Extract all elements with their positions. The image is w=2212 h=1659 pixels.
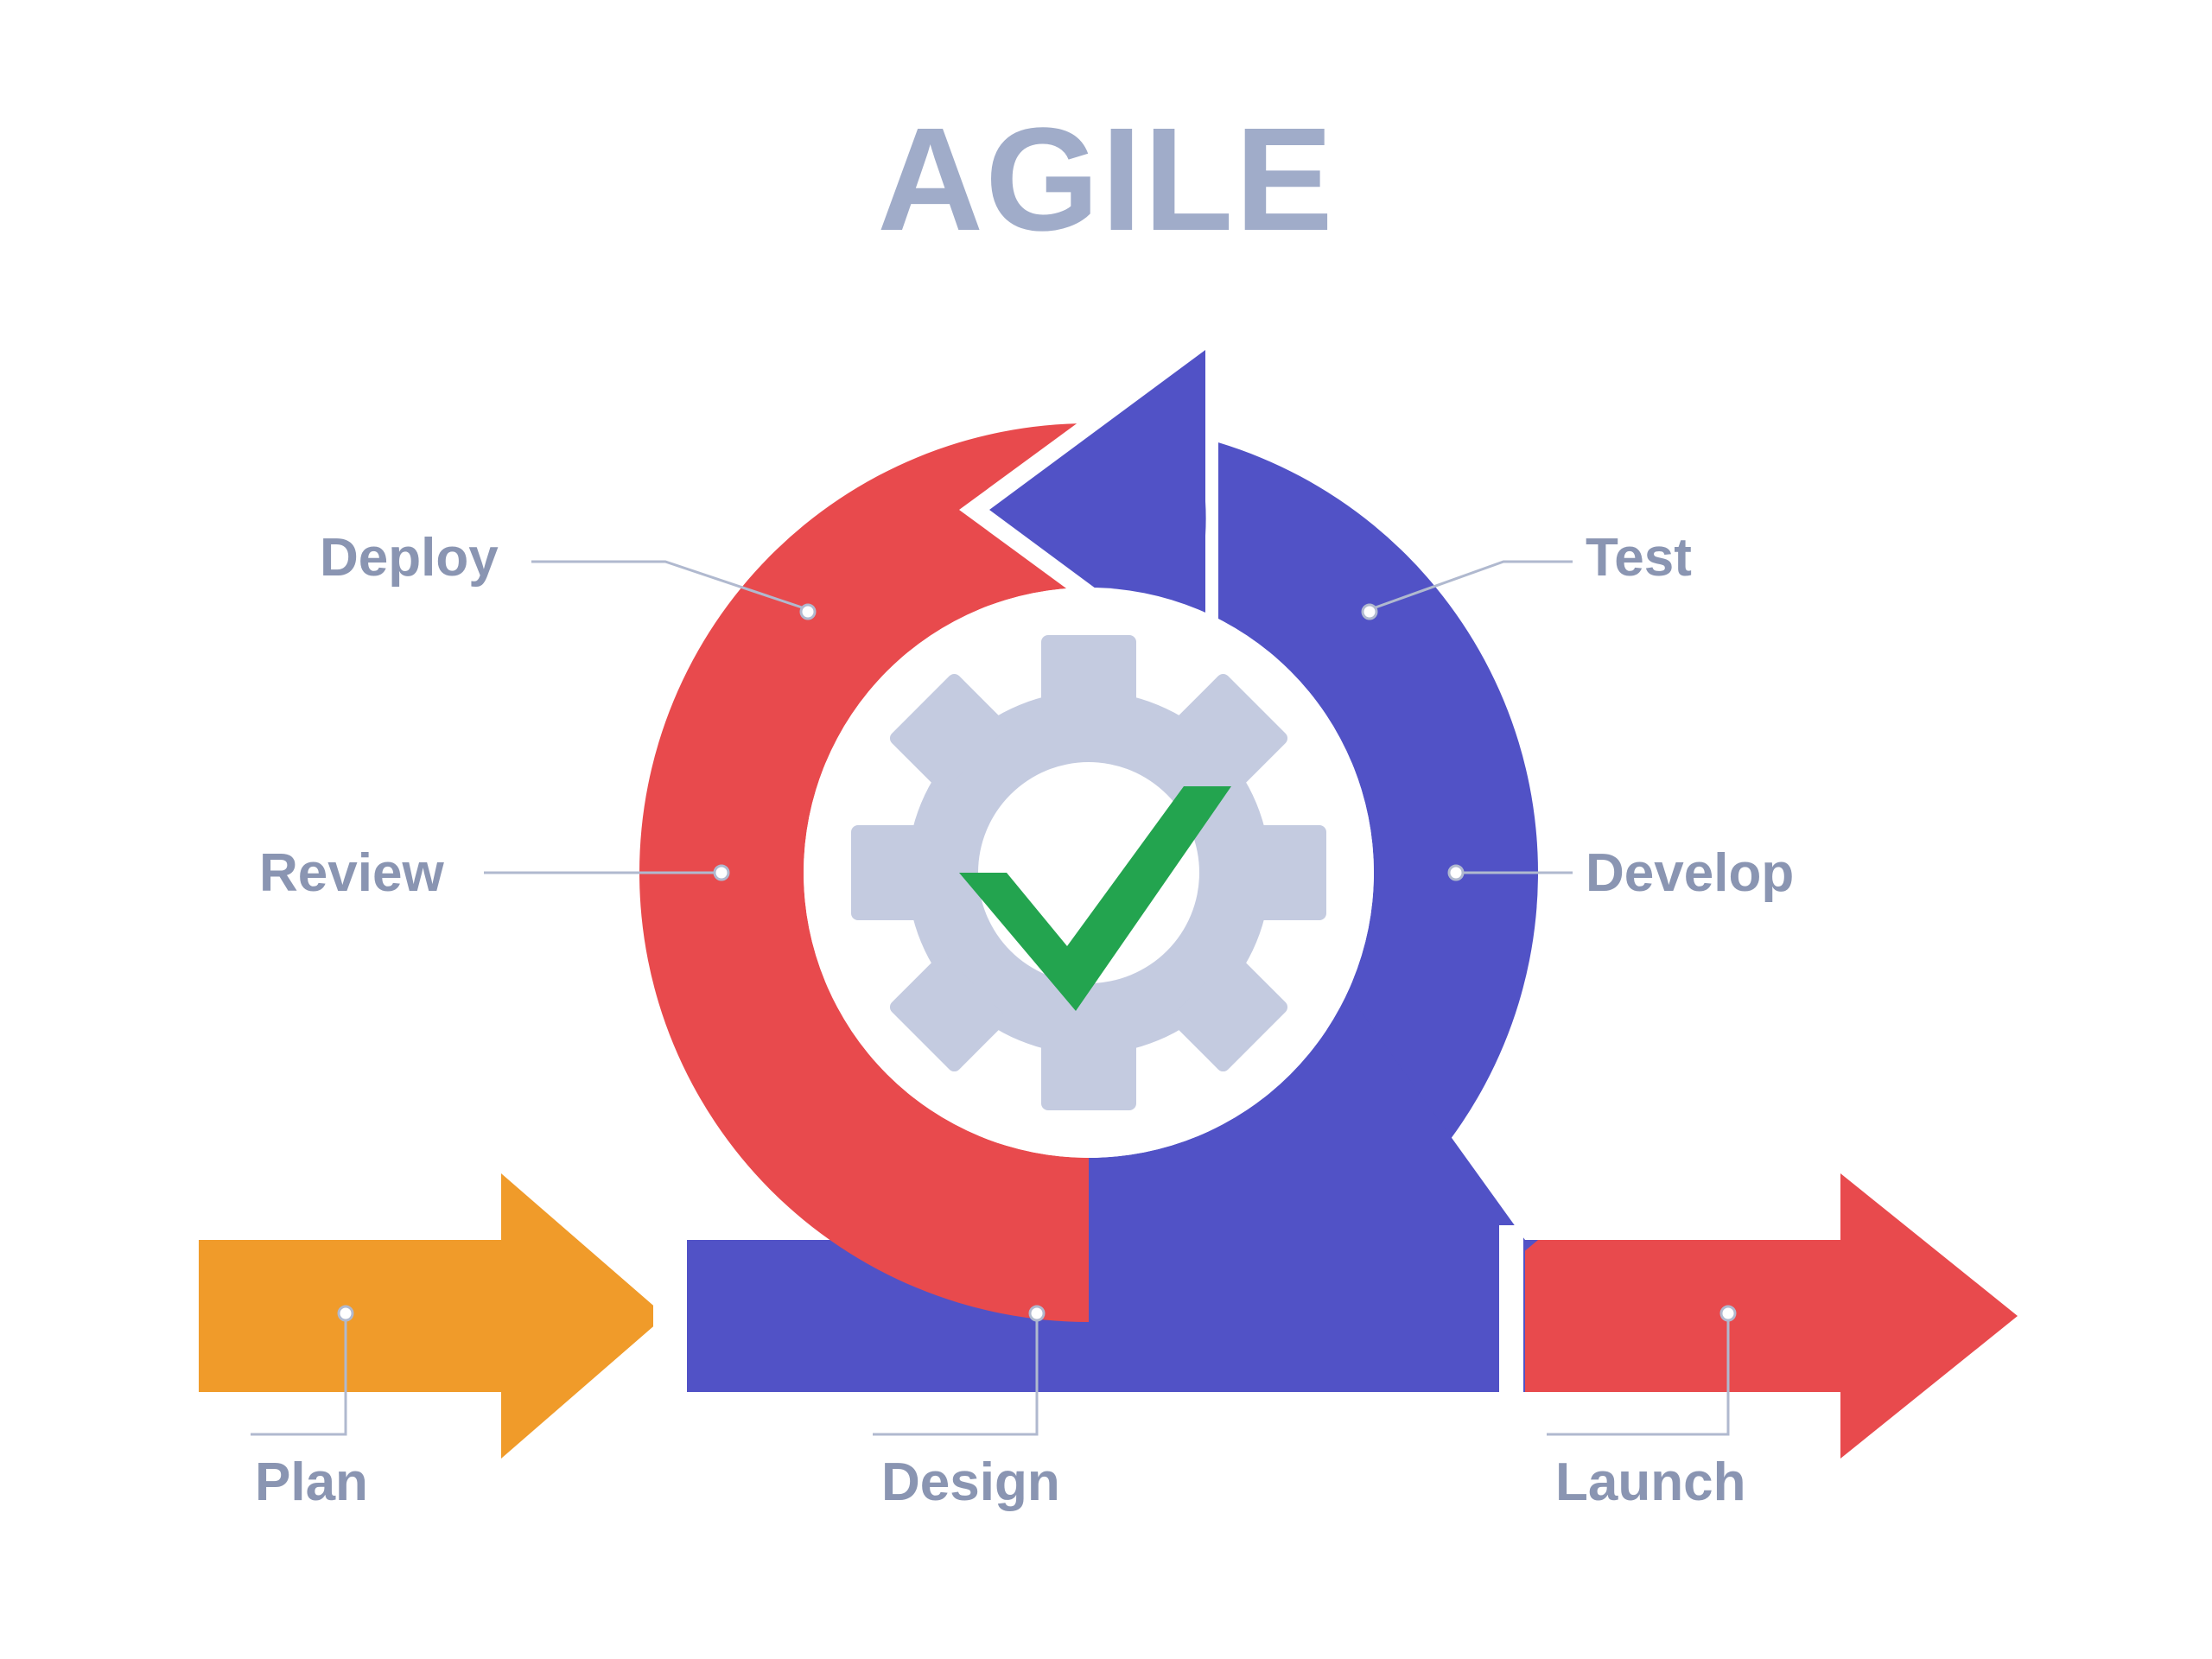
label-launch: Launch [1555,1452,1745,1513]
plan-arrow [186,1152,691,1480]
label-test: Test [1586,527,1692,588]
gap-plan-design [653,1225,677,1407]
launch-arrow [1503,1152,2044,1480]
label-plan: Plan [255,1452,368,1513]
label-review: Review [259,842,444,904]
diagram-title: AGILE [0,95,2212,264]
label-design: Design [881,1452,1060,1513]
agile-diagram: AGILE Deploy Test Review Develop Plan De… [0,0,2212,1659]
label-develop: Develop [1586,842,1794,904]
gap-design-launch [1499,1225,1523,1407]
label-deploy: Deploy [320,527,499,588]
gear-icon [851,635,1326,1110]
